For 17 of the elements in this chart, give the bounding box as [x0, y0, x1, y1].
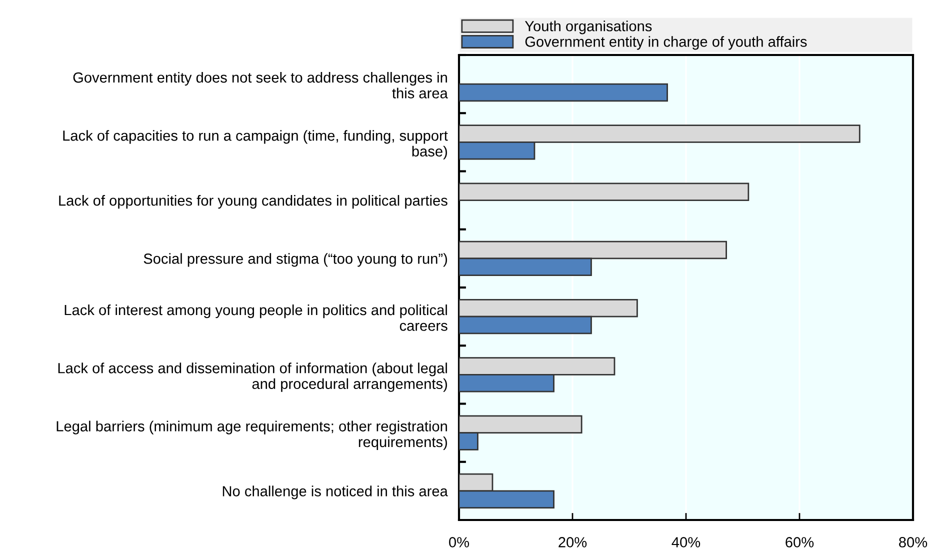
x-tick-label: 0% [449, 537, 470, 548]
y-tick-label: Lack of capacities to run a campaign (time, funding, support base) [63, 130, 448, 160]
y-tick-label: No challenge is noticed in this area [222, 486, 448, 500]
bar [459, 83, 668, 102]
x-tick-label: 60% [786, 537, 814, 548]
x-tick-label: 80% [899, 537, 928, 548]
y-tick-label: Legal barriers (minimum age requirements; other registration requirements) [56, 420, 447, 450]
y-tick-label: Social pressure and stigma (“too young to run”) [144, 253, 448, 267]
y-tick-label: Government entity does not seek to address challenges in this area [73, 72, 448, 98]
y-tick-label: Lack of opportunities for young candidates in political parties [59, 195, 448, 209]
x-tick-label: 40% [672, 537, 700, 548]
bar [459, 182, 750, 202]
x-tick-label: 20% [558, 537, 587, 548]
y-tick-label: Lack of access and dissemination of information (about legal and procedural arrangements) [58, 362, 447, 392]
y-tick-label: Lack of interest among young people in politics and political careers [64, 304, 448, 331]
legend-label: Government entity in charge of youth affairs [525, 36, 807, 50]
legend-label: Youth organisations [524, 20, 652, 34]
